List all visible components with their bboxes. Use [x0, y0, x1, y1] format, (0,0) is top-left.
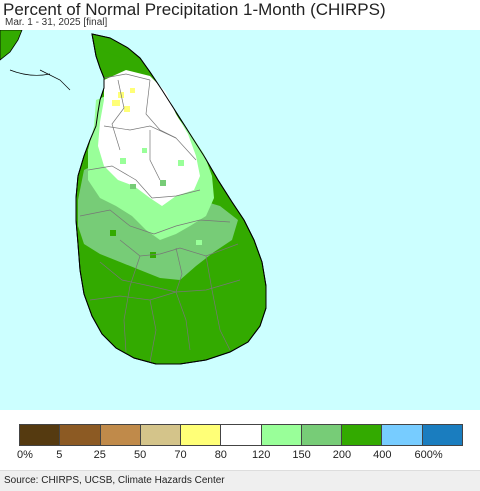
legend-tick-label: 200	[332, 449, 352, 461]
legend-ticks: 0% 5 25 50 70 80 120 150 200 400 600%	[0, 449, 480, 463]
india-coast-islands	[9, 69, 71, 91]
zone-northtip	[92, 34, 138, 58]
legend-swatch	[342, 425, 383, 445]
legend-tick-label: 80	[214, 449, 227, 461]
legend-tick-label: 400	[373, 449, 392, 461]
speckle	[110, 230, 116, 236]
legend-tick-label: 120	[251, 449, 271, 461]
coastline	[75, 33, 267, 365]
legend-swatch	[221, 425, 262, 445]
legend-colorbar	[19, 424, 463, 446]
legend-tick-label: 0%	[17, 449, 33, 461]
legend-tick-label: 70	[174, 449, 187, 461]
legend-swatch	[181, 425, 222, 445]
district-boundaries	[79, 73, 241, 363]
india-landmass	[0, 30, 23, 61]
legend-swatch	[422, 425, 462, 445]
legend-swatch	[382, 425, 423, 445]
precipitation-map	[0, 30, 480, 410]
footer: Source: CHIRPS, UCSB, Climate Hazards Ce…	[0, 470, 480, 491]
legend-swatch	[261, 425, 302, 445]
legend-tick-label: 600%	[414, 449, 443, 461]
legend-swatch	[301, 425, 343, 445]
speckle	[130, 184, 136, 189]
legend-swatch	[140, 425, 182, 445]
speckle	[142, 148, 147, 153]
legend-swatch	[60, 425, 101, 445]
legend-tick-label: 25	[93, 449, 106, 461]
legend-swatch	[20, 425, 61, 445]
source-text: Source: CHIRPS, UCSB, Climate Hazards Ce…	[4, 475, 225, 486]
legend-tick-label: 150	[292, 449, 311, 461]
dry-patch	[124, 106, 130, 112]
speckle	[178, 160, 184, 166]
dry-patch	[130, 88, 135, 93]
speckle	[120, 158, 126, 164]
map-title: Percent of Normal Precipitation 1-Month …	[3, 0, 386, 19]
speckle	[160, 180, 166, 186]
legend-swatch	[100, 425, 141, 445]
legend-tick-label: 5	[56, 449, 63, 461]
legend-tick-label: 50	[133, 449, 147, 461]
map-subtitle: Mar. 1 - 31, 2025 [final]	[5, 17, 108, 28]
speckle	[196, 240, 202, 245]
dry-patch	[112, 100, 120, 106]
